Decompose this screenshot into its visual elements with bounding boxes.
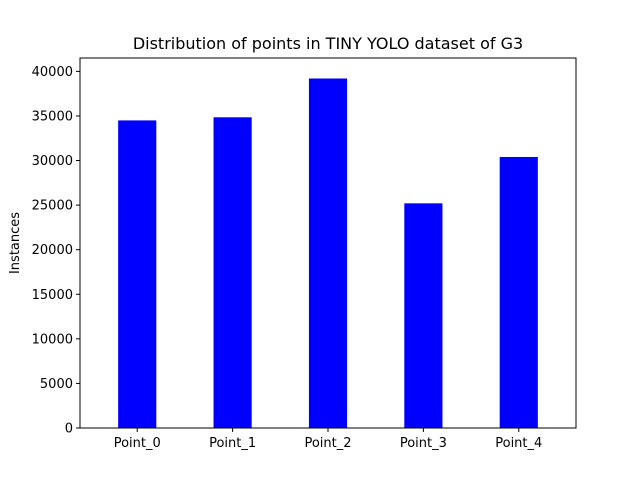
y-axis-label: Instances: [8, 212, 23, 274]
bar-point-4: [499, 156, 538, 428]
y-tick-label: 15000: [32, 288, 73, 303]
x-ticks-group: Point_0 Point_1 Point_2 Point_3 Point_4: [114, 428, 542, 451]
bar-point-2: [308, 78, 348, 428]
x-tick-label: Point_1: [209, 436, 256, 451]
x-tick-label: Point_4: [495, 436, 542, 451]
bar-point-3: [404, 203, 443, 428]
bars-group: [118, 78, 538, 428]
y-tick-label: 40000: [32, 65, 73, 80]
y-tick-label: 10000: [32, 332, 73, 347]
x-tick-label: Point_0: [114, 436, 161, 451]
x-tick-label: Point_2: [304, 436, 351, 451]
y-ticks-group: 0 5000 10000 15000 20000 25000 30000 35000 40000: [32, 65, 80, 437]
plot-area-frame: [79, 57, 577, 429]
y-tick-label: 5000: [40, 377, 73, 392]
bar-point-1: [213, 117, 252, 428]
x-tick-label: Point_3: [400, 436, 447, 451]
chart-title: Distribution of points in TINY YOLO data…: [133, 34, 523, 53]
y-tick-label: 0: [65, 422, 73, 437]
bar-point-0: [118, 120, 157, 428]
y-tick-label: 20000: [32, 243, 73, 258]
y-tick-label: 35000: [32, 109, 73, 124]
y-tick-label: 25000: [32, 199, 73, 214]
y-tick-label: 30000: [32, 154, 73, 169]
